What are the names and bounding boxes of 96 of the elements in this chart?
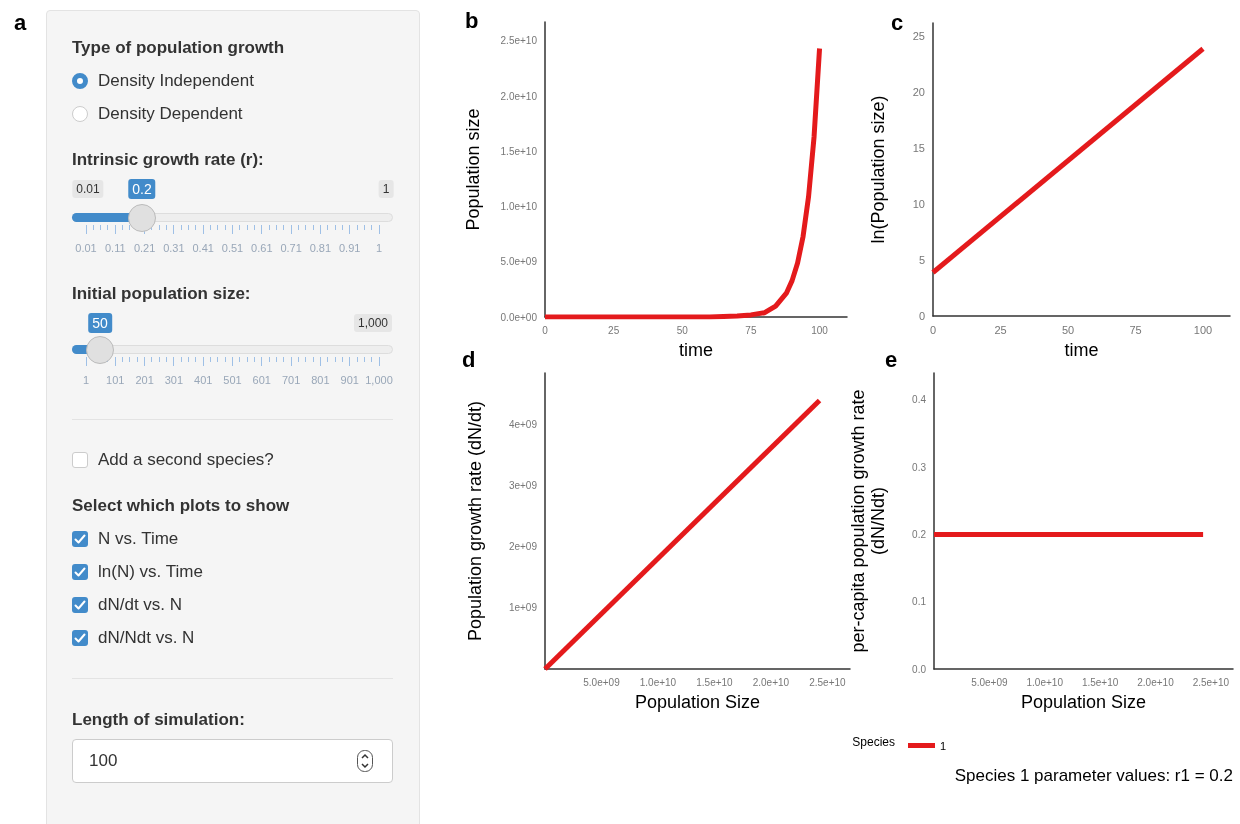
y-tick-label: 10: [912, 198, 925, 211]
x-tick-label: 100: [811, 324, 829, 336]
text: Species 1 parameter values: r1 = 0.2: [954, 765, 1233, 785]
x-axis-title: Population Size: [1020, 691, 1147, 712]
y-tick-label: 5: [918, 254, 925, 267]
y-tick-label: 2.5e+10: [500, 35, 538, 47]
text: 0.01: [76, 182, 100, 196]
x-tick-label: 25: [994, 323, 1007, 336]
legend-label: 1: [940, 739, 947, 752]
y-tick-label: 4e+09: [508, 419, 538, 431]
x-tick-label: 1.0e+10: [639, 676, 677, 688]
text: 301: [164, 374, 184, 386]
legend-title: Species: [852, 735, 895, 749]
text: 0.41: [192, 242, 214, 254]
text: Length of simulation:: [72, 710, 245, 729]
y-tick-label: 15: [912, 142, 925, 155]
y-tick-label: 0.3: [912, 461, 927, 473]
y-tick-label: 1.5e+10: [500, 145, 538, 157]
text: 401: [194, 374, 213, 386]
text: 701: [281, 374, 301, 386]
text: 100: [89, 751, 118, 770]
text: 601: [252, 374, 271, 386]
x-tick-label: 2.0e+10: [1137, 676, 1175, 688]
x-tick-label: 5.0e+09: [971, 676, 1009, 688]
text: 201: [135, 374, 154, 386]
x-tick-label: 0: [542, 324, 549, 336]
x-tick-label: 1.5e+10: [696, 676, 734, 688]
chart-title: d: [462, 346, 476, 372]
x-tick-label: 1.0e+10: [1026, 676, 1064, 688]
text: 0.31: [163, 242, 185, 254]
text: 0.21: [133, 242, 156, 254]
y-axis-title: Population growth rate (dN/dt): [465, 400, 485, 642]
x-tick-label: 2.0e+10: [752, 676, 790, 688]
x-tick-label: 2.5e+10: [1192, 676, 1230, 688]
x-axis-title: Population Size: [634, 691, 761, 712]
text: 0.71: [280, 242, 302, 254]
text: 0.51: [221, 242, 244, 254]
y-tick-label: 0.0e+00: [500, 311, 538, 323]
text: 1: [375, 242, 383, 254]
y-tick-label: 0.2: [912, 528, 927, 540]
y-tick-label: 2.0e+10: [500, 90, 538, 102]
x-tick-label: 50: [1061, 323, 1075, 336]
x-axis-title: time: [1064, 340, 1099, 360]
text: 0.61: [251, 242, 273, 254]
text: ln(N) vs. Time: [98, 562, 203, 581]
text: N vs. Time: [98, 529, 179, 548]
x-tick-label: 2.5e+10: [809, 676, 847, 688]
text: 0.81: [309, 242, 332, 254]
y-tick-label: 1e+09: [508, 602, 538, 614]
text: Select which plots to show: [72, 496, 290, 515]
x-tick-label: 5.0e+09: [583, 676, 621, 688]
x-axis-title: time: [678, 340, 714, 360]
x-tick-label: 0: [929, 323, 937, 336]
text: 101: [106, 374, 125, 386]
y-tick-label: 5.0e+09: [500, 256, 538, 268]
text: Initial population size:: [72, 284, 251, 303]
y-tick-label: 0.4: [912, 394, 927, 406]
text: dN/dt vs. N: [98, 595, 183, 614]
y-tick-label: 25: [912, 30, 925, 43]
y-tick-label: 3e+09: [508, 480, 538, 492]
text: 1: [382, 182, 390, 196]
text: 801: [311, 374, 330, 386]
y-axis-title: per-capita population growth rate (dN/Ndt): [848, 389, 888, 653]
text: 0.11: [105, 242, 126, 254]
text: Type of population growth: [72, 38, 285, 57]
x-tick-label: 50: [676, 324, 689, 336]
text: 0.91: [338, 242, 361, 254]
text: Intrinsic growth rate (r):: [72, 150, 264, 169]
y-tick-label: 0.0: [912, 663, 927, 675]
y-axis-title: Population size: [463, 108, 483, 231]
x-tick-label: 25: [608, 324, 620, 336]
text: 0.01: [75, 242, 97, 254]
y-axis-title: ln(Population size): [868, 95, 888, 244]
chart-title: b: [465, 7, 479, 33]
text: 1,000: [357, 316, 389, 330]
y-tick-label: 1.0e+10: [500, 201, 538, 213]
chart-title: e: [885, 346, 898, 372]
y-tick-label: 20: [912, 86, 925, 99]
text: 0.2: [132, 181, 152, 197]
chart-title: c: [891, 9, 904, 35]
text: a: [14, 10, 27, 35]
x-tick-label: 75: [1129, 323, 1142, 336]
y-tick-label: 2e+09: [508, 541, 538, 553]
text: Density Dependent: [98, 104, 243, 123]
x-tick-label: 75: [745, 324, 757, 336]
text: Add a second species?: [98, 450, 274, 469]
y-tick-label: 0: [918, 310, 925, 323]
text: 1: [82, 374, 90, 386]
y-tick-label: 0.1: [912, 596, 927, 608]
text: Density Independent: [98, 71, 254, 90]
x-tick-label: 1.5e+10: [1081, 676, 1119, 688]
text: 1,000: [365, 374, 393, 386]
text: 901: [340, 374, 359, 386]
text: dN/Ndt vs. N: [98, 628, 195, 647]
text: 501: [223, 374, 242, 386]
x-tick-label: 100: [1193, 323, 1213, 336]
